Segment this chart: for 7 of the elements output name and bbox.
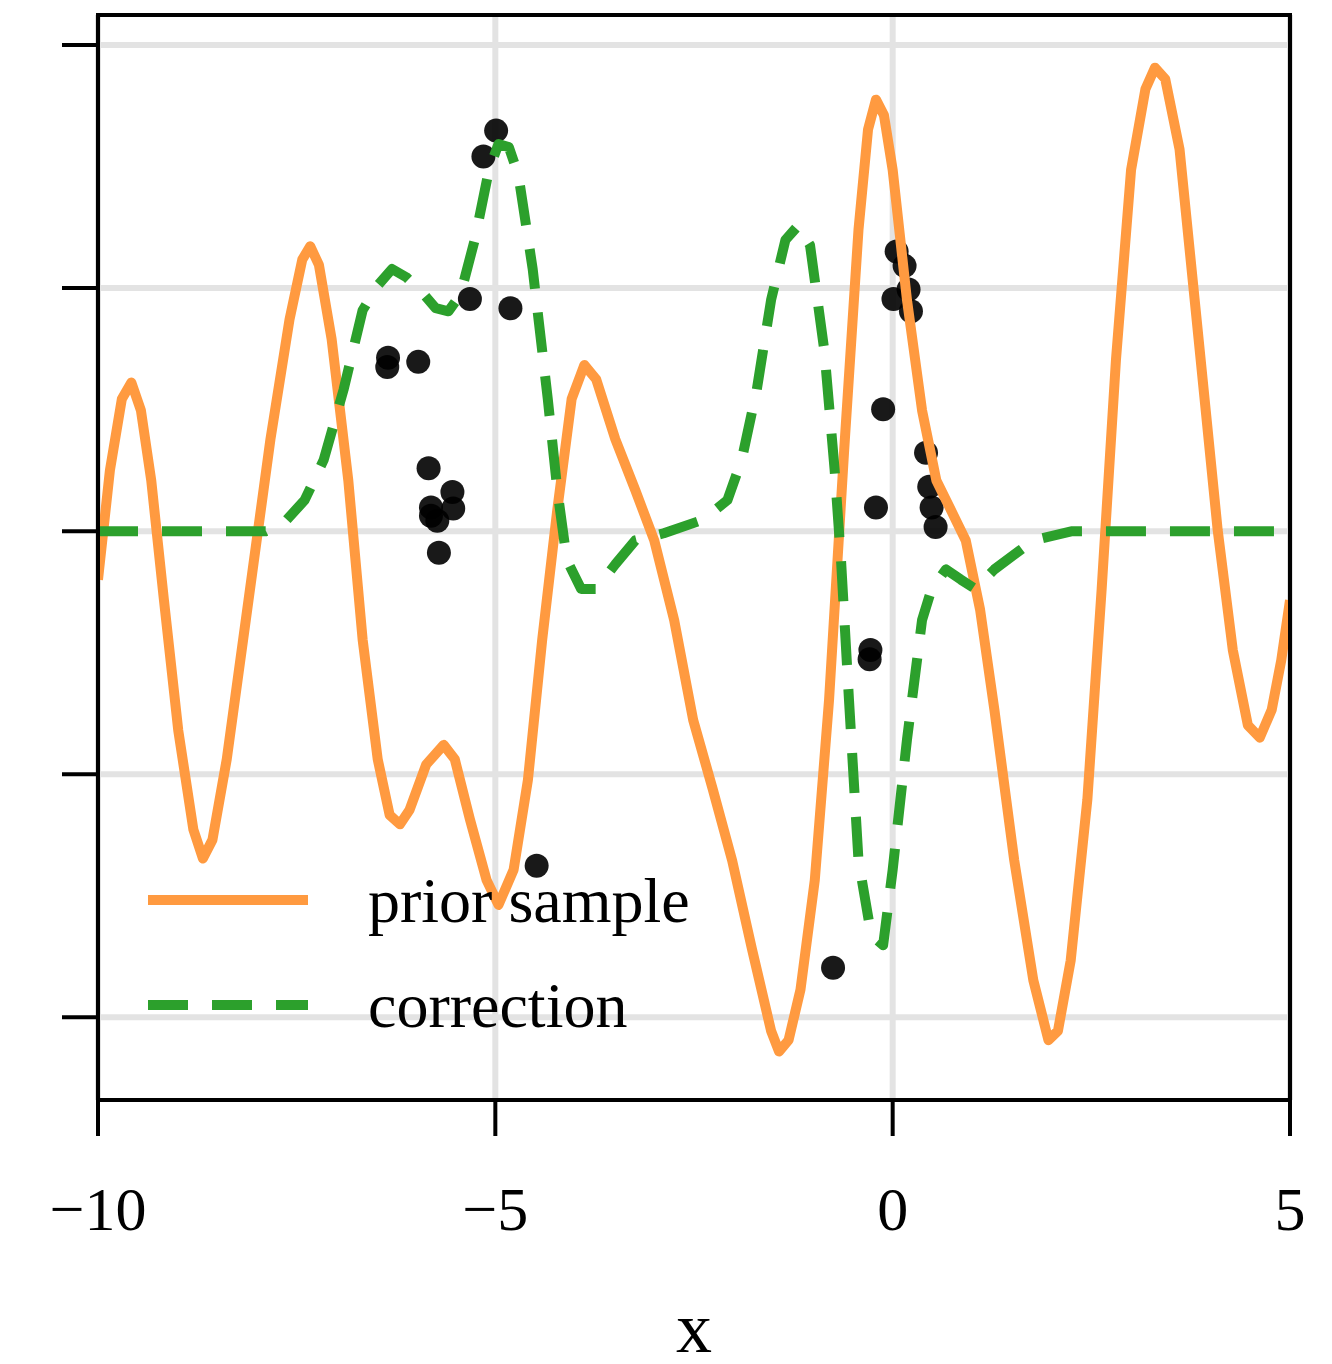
x-tick-label: 5 [1274,1175,1306,1243]
x-axis-title: x [676,1288,712,1364]
x-tick-label: −5 [462,1175,529,1243]
legend-label: prior sample [368,865,690,936]
x-tick-label: 0 [877,1175,909,1243]
x-tick-label: −10 [49,1175,147,1243]
legend-label: correction [368,970,628,1041]
